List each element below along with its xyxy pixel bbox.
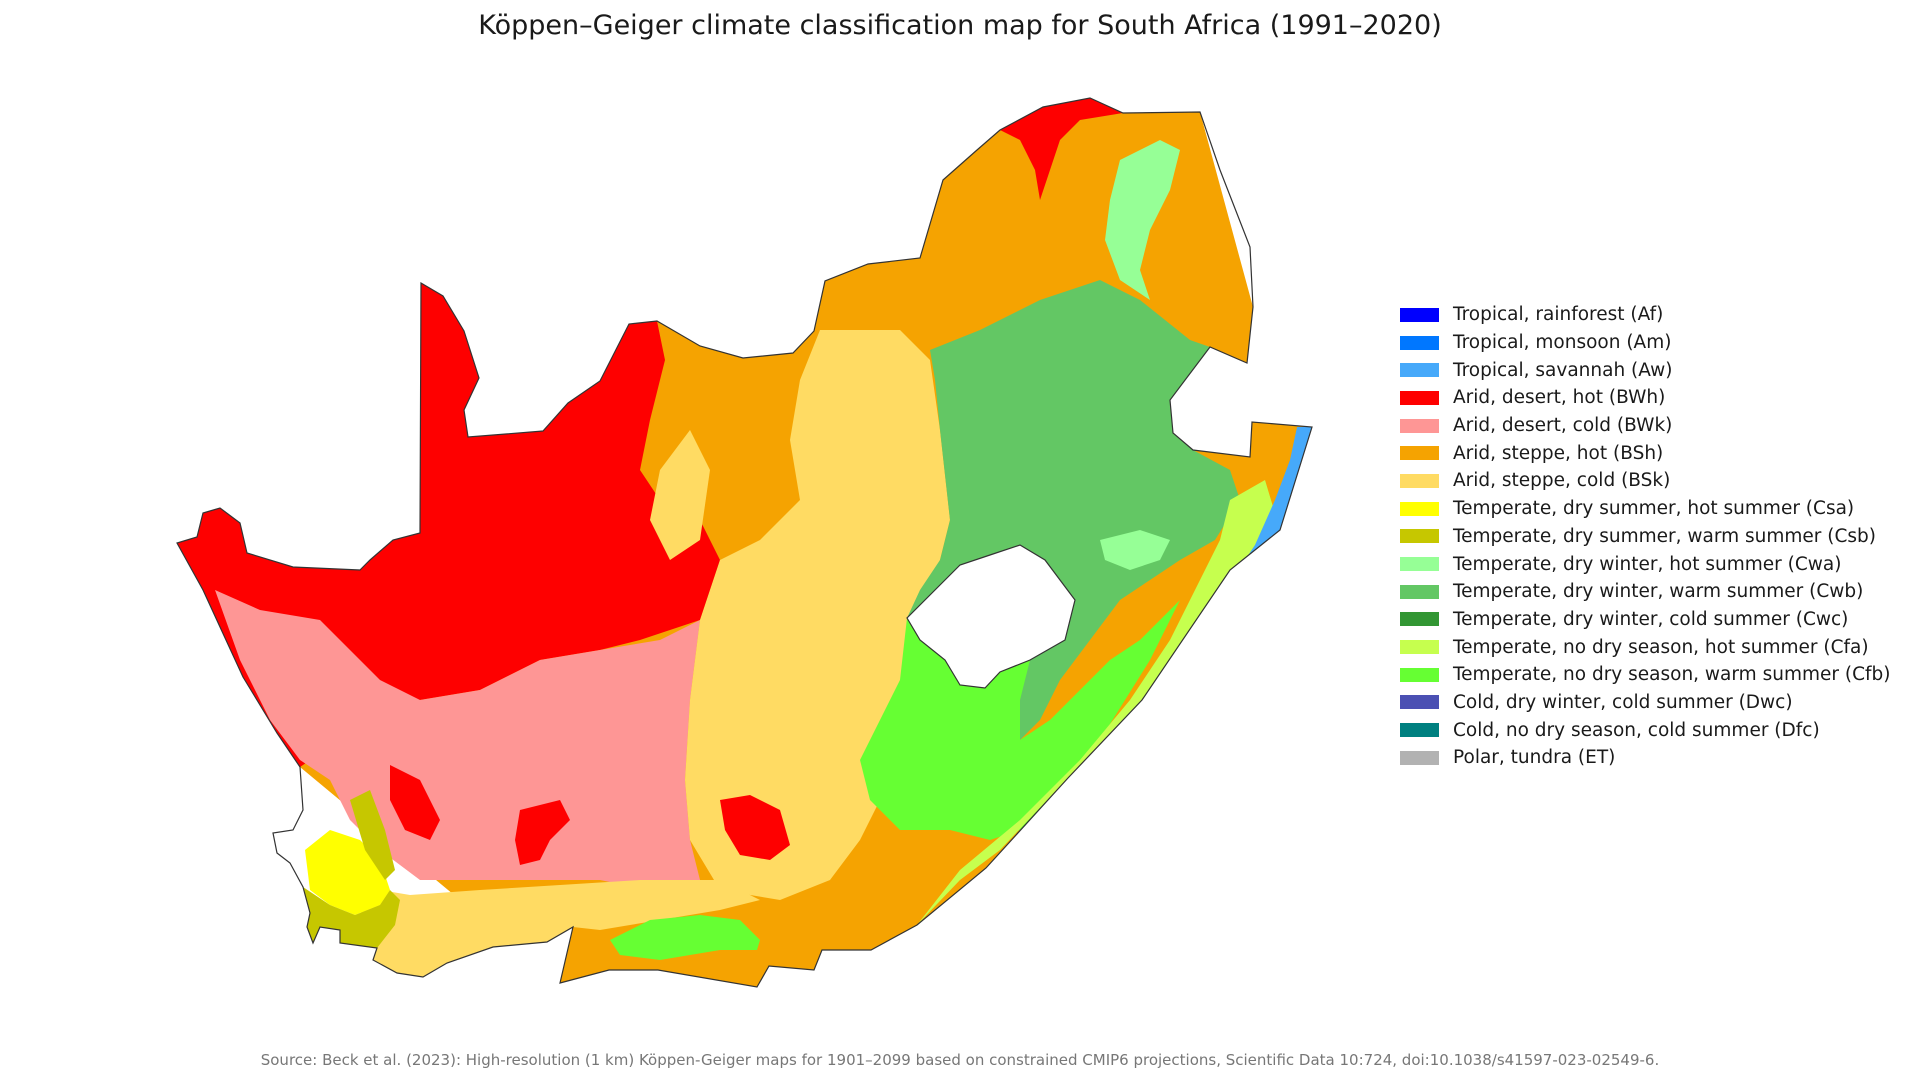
legend-swatch — [1400, 695, 1439, 710]
legend-swatch — [1400, 612, 1439, 627]
legend-item-bsk: Arid, steppe, cold (BSk) — [1400, 467, 1890, 495]
map-title: Köppen–Geiger climate classification map… — [478, 10, 1442, 41]
legend-item-cwa: Temperate, dry winter, hot summer (Cwa) — [1400, 550, 1890, 578]
legend-item-cwc: Temperate, dry winter, cold summer (Cwc) — [1400, 606, 1890, 634]
legend-swatch — [1400, 473, 1439, 488]
legend-item-bwh: Arid, desert, hot (BWh) — [1400, 384, 1890, 412]
legend-swatch — [1400, 418, 1439, 433]
region-bwh — [390, 765, 440, 840]
legend-label: Tropical, rainforest (Af) — [1453, 304, 1664, 326]
region-bsk — [360, 880, 760, 977]
legend-label: Temperate, no dry season, warm summer (C… — [1453, 664, 1891, 686]
legend-item-et: Polar, tundra (ET) — [1400, 744, 1890, 772]
legend-item-csb: Temperate, dry summer, warm summer (Csb) — [1400, 523, 1890, 551]
legend-item-cfb: Temperate, no dry season, warm summer (C… — [1400, 661, 1890, 689]
legend-label: Temperate, dry winter, hot summer (Cwa) — [1453, 553, 1842, 575]
legend-label: Polar, tundra (ET) — [1453, 747, 1616, 769]
legend-swatch — [1400, 335, 1439, 350]
legend-label: Arid, steppe, hot (BSh) — [1453, 442, 1664, 464]
legend-label: Arid, desert, cold (BWk) — [1453, 415, 1673, 437]
legend-item-bwk: Arid, desert, cold (BWk) — [1400, 412, 1890, 440]
legend-swatch — [1400, 723, 1439, 738]
legend-item-dfc: Cold, no dry season, cold summer (Dfc) — [1400, 716, 1890, 744]
legend-label: Temperate, no dry season, hot summer (Cf… — [1453, 636, 1869, 658]
legend-swatch — [1400, 584, 1439, 599]
legend-label: Temperate, dry winter, warm summer (Cwb) — [1453, 581, 1864, 603]
legend-label: Arid, desert, hot (BWh) — [1453, 387, 1666, 409]
legend-label: Temperate, dry winter, cold summer (Cwc) — [1453, 608, 1849, 630]
legend-swatch — [1400, 363, 1439, 378]
region-bwh — [515, 800, 570, 865]
region-csb — [350, 790, 395, 880]
lesotho-enclave — [906, 544, 1076, 689]
legend-item-am: Tropical, monsoon (Am) — [1400, 329, 1890, 357]
legend-item-aw: Tropical, savannah (Aw) — [1400, 356, 1890, 384]
region-cfb — [610, 915, 760, 960]
legend-item-dwc: Cold, dry winter, cold summer (Dwc) — [1400, 689, 1890, 717]
legend-label: Tropical, savannah (Aw) — [1453, 359, 1673, 381]
legend-label: Temperate, dry summer, hot summer (Csa) — [1453, 498, 1855, 520]
legend-swatch — [1400, 667, 1439, 682]
legend-item-af: Tropical, rainforest (Af) — [1400, 301, 1890, 329]
legend-item-bsh: Arid, steppe, hot (BSh) — [1400, 439, 1890, 467]
climate-regions — [177, 98, 1312, 987]
legend-label: Arid, steppe, cold (BSk) — [1453, 470, 1671, 492]
region-aw — [1235, 427, 1312, 585]
legend-label: Temperate, dry summer, warm summer (Csb) — [1453, 525, 1877, 547]
legend-swatch — [1400, 501, 1439, 516]
legend-label: Cold, no dry season, cold summer (Dfc) — [1453, 719, 1820, 741]
region-bwh — [720, 795, 790, 860]
region-cwa — [1105, 140, 1180, 300]
region-bsk — [650, 430, 710, 560]
legend-swatch — [1400, 557, 1439, 572]
legend-swatch — [1400, 529, 1439, 544]
source-citation: Source: Beck et al. (2023): High-resolut… — [260, 1051, 1660, 1069]
country-outline — [176, 97, 1313, 988]
legend-label: Cold, dry winter, cold summer (Dwc) — [1453, 691, 1793, 713]
region-cfb — [860, 600, 1180, 840]
region-cfa — [917, 480, 1280, 925]
legend-label: Tropical, monsoon (Am) — [1453, 332, 1672, 354]
region-cwa — [1100, 530, 1170, 570]
legend-swatch — [1400, 307, 1439, 322]
region-bwh — [1000, 98, 1123, 200]
region-csb — [303, 887, 400, 948]
legend-swatch — [1400, 750, 1439, 765]
legend-item-cwb: Temperate, dry winter, warm summer (Cwb) — [1400, 578, 1890, 606]
legend: Tropical, rainforest (Af) Tropical, monso… — [1400, 301, 1890, 772]
legend-item-csa: Temperate, dry summer, hot summer (Csa) — [1400, 495, 1890, 523]
legend-swatch — [1400, 640, 1439, 655]
legend-swatch — [1400, 390, 1439, 405]
legend-swatch — [1400, 446, 1439, 461]
legend-item-cfa: Temperate, no dry season, hot summer (Cf… — [1400, 633, 1890, 661]
region-bwk — [215, 590, 700, 890]
